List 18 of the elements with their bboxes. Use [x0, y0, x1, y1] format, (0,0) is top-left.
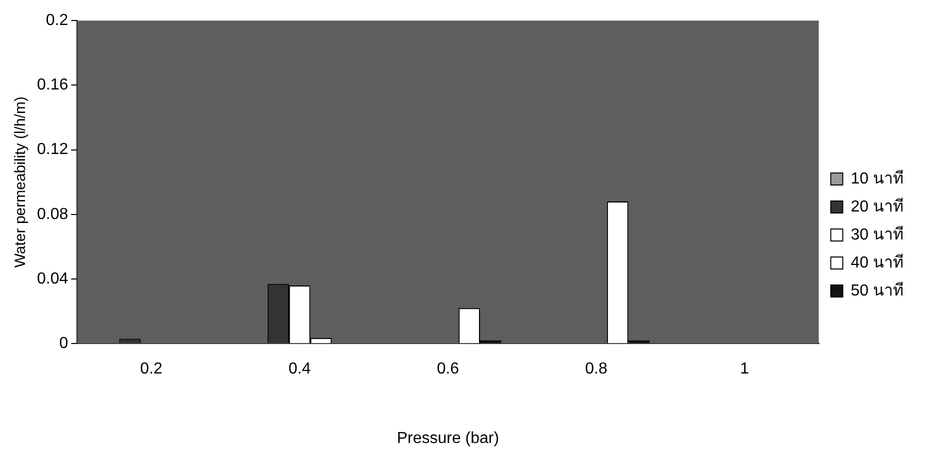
x-tick-label: 0.8 — [585, 360, 608, 378]
legend-label: 50 นาที — [850, 281, 904, 300]
x-tick-label: 0.4 — [288, 360, 311, 378]
legend-label: 30 นาที — [850, 225, 904, 244]
x-tick-label: 1 — [740, 360, 750, 378]
legend-label: 20 นาที — [850, 197, 904, 216]
y-tick-label: 0.2 — [46, 12, 68, 30]
y-tick-label: 0.12 — [37, 141, 68, 158]
y-axis-title: Water permeability (l/h/m) — [12, 96, 30, 268]
y-tick-label: 0.08 — [37, 206, 68, 223]
y-tick-label: 0 — [59, 335, 68, 352]
x-axis-title: Pressure (bar) — [396, 430, 500, 447]
y-tick-label: 0.04 — [37, 270, 68, 288]
x-tick-label: 0.2 — [140, 360, 163, 378]
y-tick-label: 0.16 — [37, 76, 68, 94]
legend-label: 40 นาที — [850, 253, 904, 272]
x-tick-label: 0.6 — [436, 360, 460, 378]
legend-label: 10 นาที — [850, 169, 904, 188]
